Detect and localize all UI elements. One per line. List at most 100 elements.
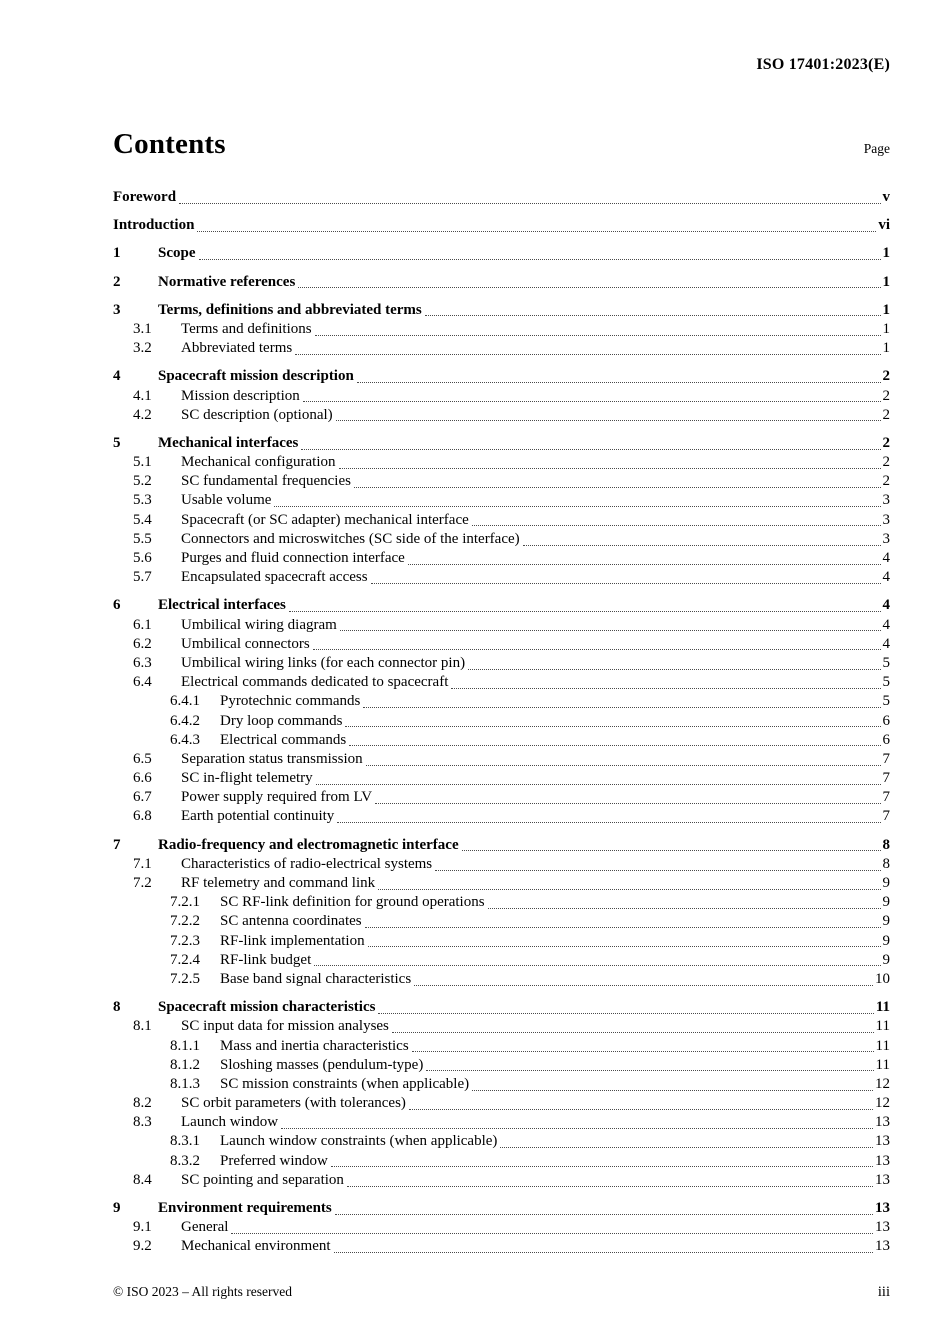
dot-leader bbox=[334, 1213, 873, 1215]
toc-entry-number: 8.3.2 bbox=[170, 1152, 200, 1169]
toc-entry-title: SC pointing and separation bbox=[181, 1171, 344, 1188]
dot-leader bbox=[295, 353, 881, 355]
toc-entry-page: 2 bbox=[882, 454, 891, 471]
toc-entry: 7.2.2 SC antenna coordinates 9 bbox=[113, 912, 890, 931]
toc-entry: 8.1.3 SC mission constraints (when appli… bbox=[113, 1075, 890, 1094]
toc-entry: 9.2 Mechanical environment 13 bbox=[113, 1237, 890, 1256]
toc-entry-title: Launch window constraints (when applicab… bbox=[220, 1133, 498, 1150]
toc-entry-number: 8.1 bbox=[133, 1018, 152, 1035]
toc-entry: Introduction vi bbox=[113, 216, 890, 235]
toc-entry-page: 2 bbox=[882, 368, 891, 385]
toc-entry-page: 6 bbox=[882, 731, 891, 748]
toc-entry-number: 5.4 bbox=[133, 511, 152, 528]
table-of-contents: Foreword v Introduction vi 1 Scope 1 2 N… bbox=[113, 179, 890, 1257]
toc-entry-title: Normative references bbox=[158, 273, 296, 290]
dot-leader bbox=[435, 869, 881, 871]
toc-entry-title: Terms and definitions bbox=[181, 320, 312, 337]
toc-entry-page: 8 bbox=[882, 855, 891, 872]
toc-entry-title: Abbreviated terms bbox=[181, 340, 293, 357]
dot-leader bbox=[281, 1127, 873, 1129]
dot-leader bbox=[370, 582, 881, 584]
toc-entry: 8.3.1 Launch window constraints (when ap… bbox=[113, 1132, 890, 1151]
dot-leader bbox=[378, 1012, 874, 1014]
toc-entry-number: 6.4 bbox=[133, 674, 152, 691]
toc-entry-page: 2 bbox=[882, 406, 891, 423]
toc-entry-number: 6 bbox=[113, 597, 121, 614]
toc-entry-title: RF telemetry and command link bbox=[181, 875, 376, 891]
toc-entry-number: 7.2.3 bbox=[170, 932, 200, 949]
toc-entry-title: Electrical commands bbox=[220, 731, 347, 748]
toc-entry: 3 Terms, definitions and abbreviated ter… bbox=[113, 301, 890, 320]
toc-entry: Foreword v bbox=[113, 188, 890, 207]
dot-leader bbox=[424, 315, 881, 317]
dot-leader bbox=[312, 649, 881, 651]
dot-leader bbox=[333, 1252, 873, 1254]
toc-entry-number: 2 bbox=[113, 273, 121, 290]
dot-leader bbox=[487, 907, 881, 909]
toc-entry-title: Radio-frequency and electromagnetic inte… bbox=[158, 836, 459, 853]
dot-leader bbox=[179, 202, 881, 204]
toc-entry: 5.3 Usable volume 3 bbox=[113, 491, 890, 510]
toc-entry: 8.1 SC input data for mission analyses 1… bbox=[113, 1017, 890, 1036]
toc-entry-page: 11 bbox=[875, 1018, 890, 1035]
toc-entry: 8.1.1 Mass and inertia characteristics 1… bbox=[113, 1037, 890, 1056]
toc-entry: 6.7 Power supply required from LV 7 bbox=[113, 788, 890, 807]
toc-entry-title: SC in-flight telemetry bbox=[181, 770, 313, 787]
contents-title: Contents bbox=[113, 128, 226, 160]
toc-entry: 4.2 SC description (optional) 2 bbox=[113, 406, 890, 425]
dot-leader bbox=[522, 544, 881, 546]
toc-entry-number: 8.2 bbox=[133, 1095, 152, 1112]
dot-leader bbox=[231, 1232, 873, 1234]
toc-entry-number: 3.1 bbox=[133, 320, 152, 337]
toc-entry-page: 7 bbox=[882, 770, 891, 787]
toc-entry: 6.4.2 Dry loop commands 6 bbox=[113, 712, 890, 731]
toc-entry-title: Earth potential continuity bbox=[181, 808, 335, 825]
toc-entry-title: Spacecraft mission characteristics bbox=[158, 999, 376, 1016]
toc-entry-title: Mission description bbox=[181, 387, 300, 404]
toc-entry-page: 1 bbox=[882, 245, 891, 262]
toc-entry-title: Connectors and microswitches (SC side of… bbox=[181, 530, 520, 547]
toc-entry: 2 Normative references 1 bbox=[113, 273, 890, 292]
dot-leader bbox=[274, 506, 881, 508]
toc-entry-number: 7.2 bbox=[133, 875, 152, 891]
toc-entry-number: 6.8 bbox=[133, 808, 152, 825]
toc-entry-number: 6.4.2 bbox=[170, 712, 200, 729]
dot-leader bbox=[197, 230, 877, 232]
dot-leader bbox=[335, 420, 881, 422]
toc-entry-page: 1 bbox=[882, 320, 891, 337]
toc-entry-number: 5.7 bbox=[133, 569, 152, 586]
toc-entry: 5 Mechanical interfaces 2 bbox=[113, 434, 890, 453]
toc-entry: 1 Scope 1 bbox=[113, 244, 890, 263]
toc-entry-title: SC orbit parameters (with tolerances) bbox=[181, 1095, 406, 1112]
toc-entry-page: 12 bbox=[875, 1095, 890, 1112]
toc-entry: 8.4 SC pointing and separation 13 bbox=[113, 1171, 890, 1190]
toc-entry: 8.2 SC orbit parameters (with tolerances… bbox=[113, 1094, 890, 1113]
dot-leader bbox=[471, 525, 881, 527]
toc-entry-page: 4 bbox=[882, 597, 891, 614]
toc-entry-title: Characteristics of radio-electrical syst… bbox=[181, 855, 433, 872]
dot-leader bbox=[411, 1051, 874, 1053]
toc-entry-page: 7 bbox=[882, 789, 891, 806]
toc-entry-page: 6 bbox=[882, 712, 891, 729]
toc-entry-number: 3.2 bbox=[133, 340, 152, 357]
dot-leader bbox=[314, 965, 881, 967]
toc-entry-title: RF-link budget bbox=[220, 951, 312, 968]
toc-entry-page: 5 bbox=[882, 674, 891, 691]
toc-entry: 7.2.4 RF-link budget 9 bbox=[113, 951, 890, 970]
toc-entry-number: 5.3 bbox=[133, 492, 152, 509]
toc-entry-page: 9 bbox=[882, 951, 891, 968]
dot-leader bbox=[426, 1070, 874, 1072]
toc-entry-page: 9 bbox=[882, 913, 891, 930]
toc-entry: 4 Spacecraft mission description 2 bbox=[113, 367, 890, 386]
toc-entry-number: 7.2.4 bbox=[170, 951, 200, 968]
toc-entry-page: 1 bbox=[882, 301, 891, 318]
toc-entry: 6.4.1 Pyrotechnic commands 5 bbox=[113, 692, 890, 711]
toc-entry-number: 8 bbox=[113, 999, 121, 1016]
dot-leader bbox=[302, 401, 881, 403]
toc-entry-number: 6.1 bbox=[133, 616, 152, 633]
dot-leader bbox=[408, 1108, 873, 1110]
toc-entry-title: Base band signal characteristics bbox=[220, 970, 412, 987]
page-column-label: Page bbox=[863, 141, 890, 156]
toc-entry-page: 13 bbox=[875, 1114, 890, 1131]
